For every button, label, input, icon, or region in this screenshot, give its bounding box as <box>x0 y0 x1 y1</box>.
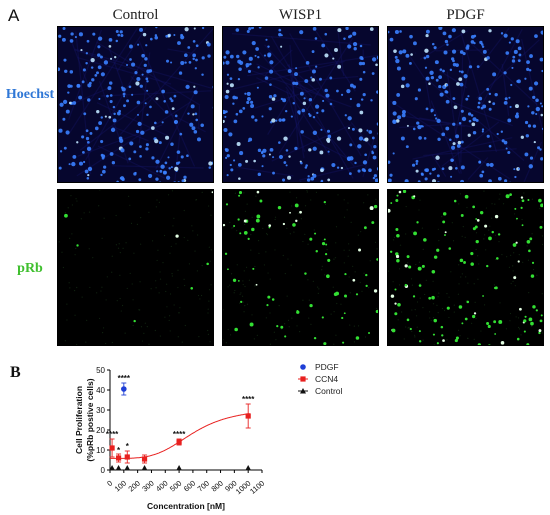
legend-label-control: Control <box>315 386 343 396</box>
panel-a-label: A <box>8 6 20 25</box>
y-tick-label: 30 <box>96 406 105 415</box>
micrograph-hoechst-control <box>57 26 214 183</box>
y-tick-label: 40 <box>96 386 105 395</box>
control-point <box>109 465 116 471</box>
micrograph-hoechst-pdgf <box>387 26 544 183</box>
y-tick-label: 50 <box>96 366 105 375</box>
control-point <box>141 465 148 471</box>
control-point <box>245 465 252 471</box>
legend-label-pdgf: PDGF <box>315 362 339 372</box>
ccn4-point <box>115 455 122 461</box>
y-tick-label: 20 <box>96 426 105 435</box>
panel-b-label: B <box>10 364 21 381</box>
control-point <box>124 465 131 471</box>
pdgf-point <box>121 386 127 392</box>
x-axis-label: Concentration [nM] <box>147 501 225 511</box>
ccn4-point <box>124 454 130 460</box>
proliferation-chart: 0102030405001002003004005006007008009001… <box>74 362 343 511</box>
y-axis-label-line2: (%pRb postive cells) <box>85 378 95 461</box>
y-tick-label: 10 <box>96 446 105 455</box>
micrograph-hoechst-wisp1 <box>222 26 379 183</box>
micrograph-prb-pdgf <box>387 189 544 346</box>
significance-annotation: **** <box>106 430 119 439</box>
ccn4-point <box>245 413 251 419</box>
ccn4-point <box>109 445 115 451</box>
column-header-wisp1: WISP1 <box>278 7 323 23</box>
micrograph-prb-control <box>57 189 214 346</box>
column-header-control: Control <box>112 7 159 23</box>
column-header-pdgf: PDGF <box>446 7 485 23</box>
x-tick-label: 0 <box>105 479 114 489</box>
row-label-hoechst: Hoechst <box>5 87 55 102</box>
x-tick-label: 1100 <box>248 479 266 496</box>
significance-annotation: * <box>126 442 130 451</box>
control-point <box>176 465 183 471</box>
control-point <box>115 465 122 471</box>
y-axis-label-line1: Cell Proliferation <box>74 386 84 454</box>
ccn4-point <box>176 439 182 445</box>
row-label-prb: pRb <box>17 261 43 276</box>
y-tick-label: 0 <box>101 466 106 475</box>
legend-label-ccn4: CCN4 <box>315 374 338 384</box>
significance-annotation: * <box>117 446 121 455</box>
micrograph-prb-wisp1 <box>222 189 379 346</box>
significance-annotation: **** <box>242 395 255 404</box>
significance-annotation: **** <box>118 374 131 383</box>
significance-annotation: **** <box>173 430 186 439</box>
pdgf-legend-marker <box>300 364 306 370</box>
ccn4-point <box>141 456 148 462</box>
